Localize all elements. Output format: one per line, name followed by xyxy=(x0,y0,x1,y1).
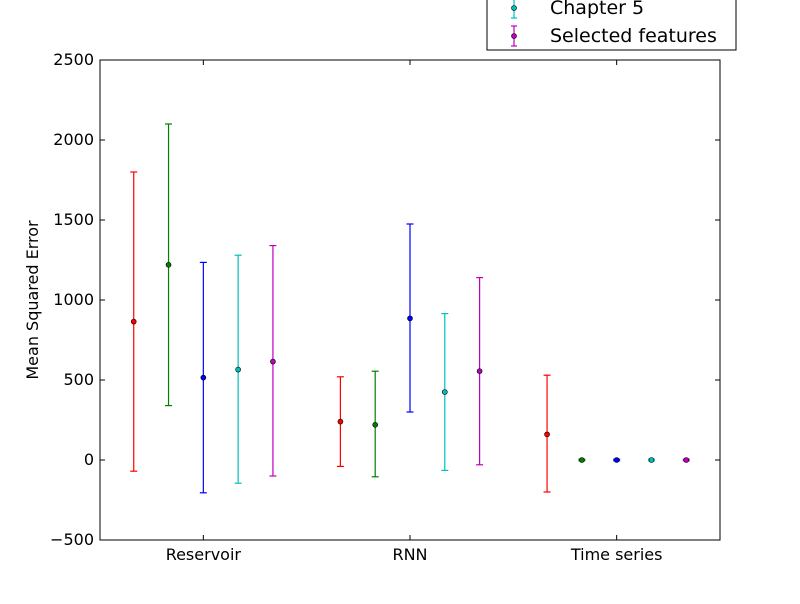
data-point xyxy=(648,457,655,463)
data-point xyxy=(200,374,207,381)
data-point xyxy=(165,261,172,268)
data-point xyxy=(337,418,344,425)
x-tick-label: Time series xyxy=(570,545,663,564)
x-tick-label: Reservoir xyxy=(166,545,242,564)
legend-box xyxy=(486,0,737,51)
y-tick-label: 1000 xyxy=(53,290,94,309)
data-point xyxy=(270,358,276,365)
data-point xyxy=(235,366,241,373)
data-point xyxy=(441,389,448,395)
y-tick-label: 1500 xyxy=(53,210,94,229)
x-tick-label: RNN xyxy=(392,545,427,564)
data-point xyxy=(544,431,550,438)
plot-frame xyxy=(99,59,721,541)
data-point xyxy=(613,457,620,463)
data-point xyxy=(579,457,585,463)
y-axis-label: Mean Squared Error xyxy=(23,220,42,380)
data-point xyxy=(476,368,483,375)
y-tick-label: 0 xyxy=(84,450,94,469)
y-tick-label: 2000 xyxy=(53,130,94,149)
data-point xyxy=(407,315,413,322)
data-point xyxy=(683,457,690,463)
legend-marker xyxy=(511,5,517,11)
data-point xyxy=(372,421,379,428)
y-tick-label: 2500 xyxy=(53,50,94,69)
y-tick-label: 500 xyxy=(63,370,94,389)
y-tick-label: −500 xyxy=(50,530,94,549)
legend-label: Chapter 5 xyxy=(550,0,644,19)
data-point xyxy=(130,318,137,325)
plot-data xyxy=(130,123,690,494)
legend-label: Selected features xyxy=(550,25,717,47)
legend-marker xyxy=(511,33,517,39)
